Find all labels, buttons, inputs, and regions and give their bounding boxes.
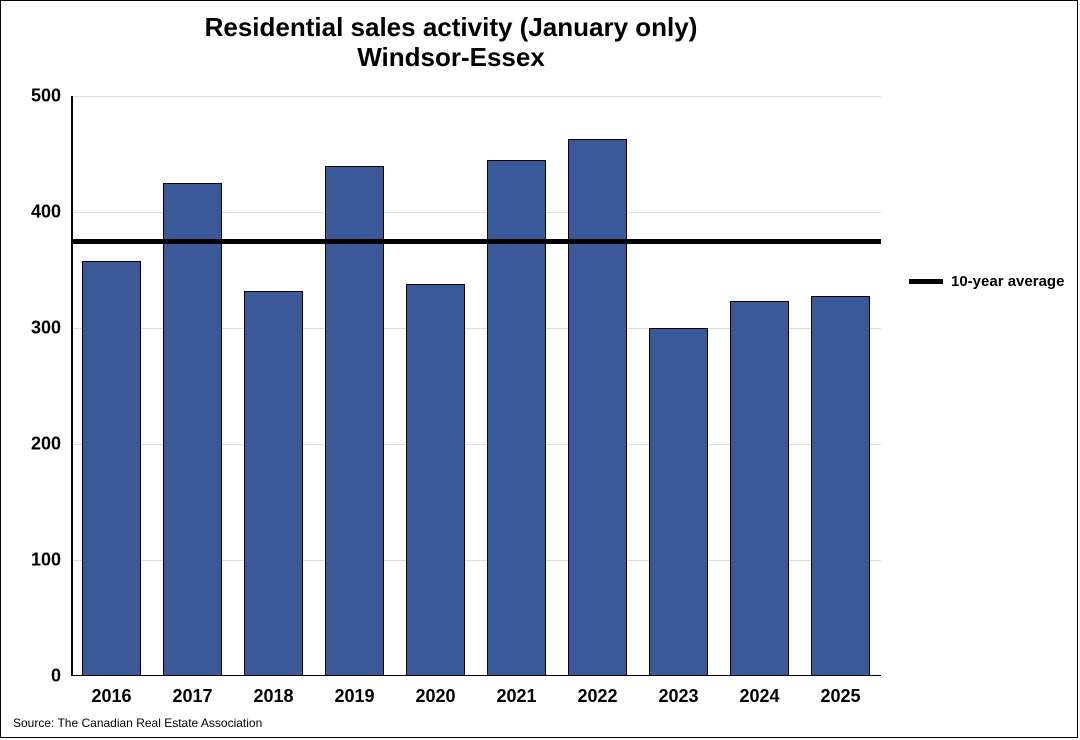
x-tick-label: 2020 <box>415 686 455 707</box>
y-tick-label: 300 <box>31 318 61 339</box>
x-tick-label: 2019 <box>334 686 374 707</box>
chart-title-line2: Windsor-Essex <box>1 43 901 73</box>
x-tick-label: 2022 <box>577 686 617 707</box>
bar <box>406 284 464 676</box>
bar <box>811 296 869 676</box>
source-text: Source: The Canadian Real Estate Associa… <box>13 716 262 730</box>
bar <box>163 183 221 676</box>
x-tick-label: 2023 <box>658 686 698 707</box>
chart-title: Residential sales activity (January only… <box>1 13 901 73</box>
x-tick-label: 2017 <box>172 686 212 707</box>
y-tick-label: 200 <box>31 434 61 455</box>
legend-swatch <box>909 279 943 284</box>
bar <box>487 160 545 676</box>
ten-year-average-line <box>71 239 881 244</box>
y-tick-label: 400 <box>31 202 61 223</box>
x-tick-label: 2025 <box>820 686 860 707</box>
y-tick-label: 500 <box>31 86 61 107</box>
x-tick-label: 2016 <box>91 686 131 707</box>
x-axis <box>71 675 881 677</box>
legend-label: 10-year average <box>951 273 1064 290</box>
gridline <box>71 96 881 97</box>
bar <box>730 301 788 676</box>
y-axis <box>71 96 73 676</box>
bar <box>649 328 707 676</box>
chart-title-line1: Residential sales activity (January only… <box>1 13 901 43</box>
x-tick-label: 2021 <box>496 686 536 707</box>
x-tick-label: 2018 <box>253 686 293 707</box>
y-tick-label: 100 <box>31 550 61 571</box>
plot-area: 0100200300400500201620172018201920202021… <box>71 96 881 676</box>
legend: 10-year average <box>909 273 1064 290</box>
bar <box>244 291 302 676</box>
x-tick-label: 2024 <box>739 686 779 707</box>
bar <box>82 261 140 676</box>
y-tick-label: 0 <box>51 666 61 687</box>
bar <box>568 139 626 676</box>
chart-frame: Residential sales activity (January only… <box>0 0 1078 738</box>
